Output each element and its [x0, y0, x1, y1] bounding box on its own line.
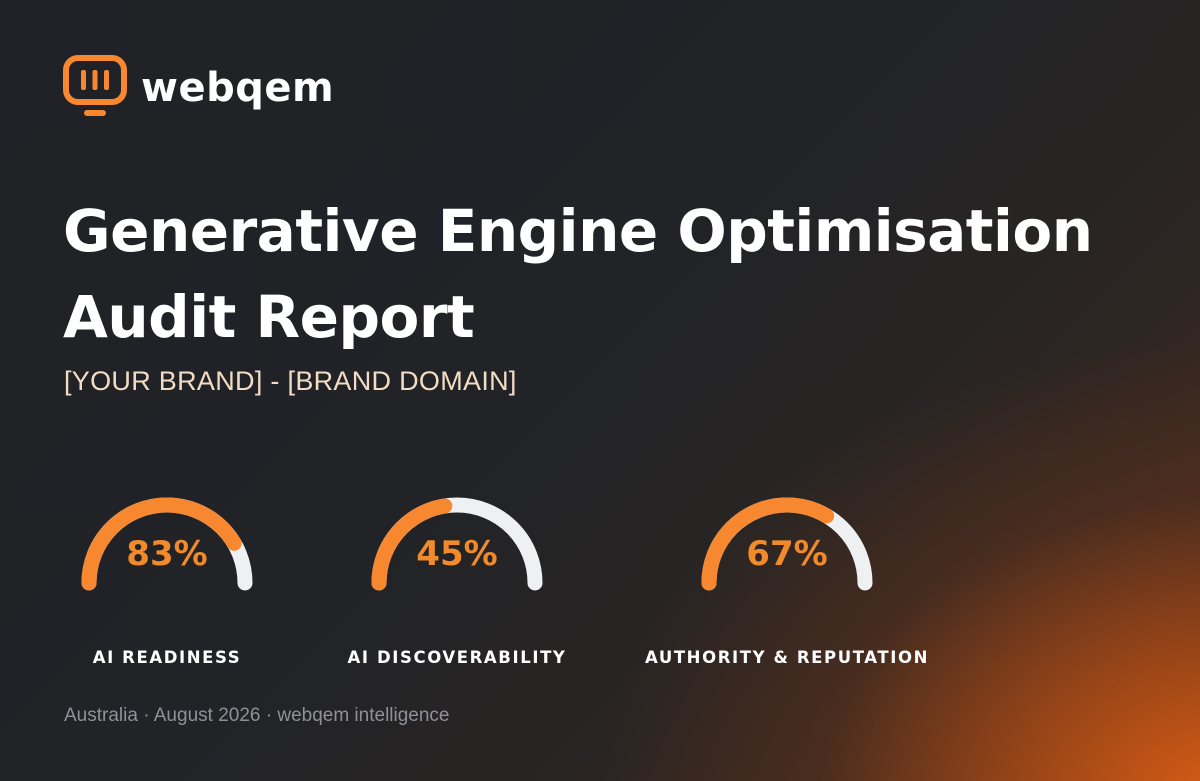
gauge-label: AI DISCOVERABILITY: [347, 648, 567, 667]
gauge-ai-readiness: 83% AI READINESS: [17, 490, 317, 690]
brand-subtitle: [YOUR BRAND] - [BRAND DOMAIN]: [64, 366, 517, 396]
gauge-fill: [701, 497, 835, 591]
page-title: Generative Engine Optimisation Audit Rep…: [63, 188, 1173, 360]
title-line-2: Audit Report: [63, 283, 475, 351]
gauge-label: AUTHORITY & REPUTATION: [644, 648, 930, 667]
footer-meta: Australia · August 2026 · webqem intelli…: [64, 705, 450, 726]
gauge-value: 67%: [746, 534, 828, 574]
gauge-arc: [701, 497, 873, 591]
gauge-ai-discoverability: 45% AI DISCOVERABILITY: [307, 490, 607, 690]
gauge-label: AI READINESS: [92, 648, 242, 667]
gauge-arc: [81, 497, 253, 591]
gauge-arc: [371, 497, 543, 591]
brand-logo: webqem: [63, 55, 334, 121]
gauge-authority-reputation: 67% AUTHORITY & REPUTATION: [637, 490, 937, 690]
gauge-value: 45%: [416, 534, 498, 574]
brand-name: webqem: [141, 65, 335, 111]
gauge-fill: [81, 497, 242, 591]
gauge-value: 83%: [126, 534, 208, 574]
title-line-1: Generative Engine Optimisation: [63, 197, 1093, 265]
gauge-fill: [371, 498, 453, 591]
monitor-logo-icon: [63, 55, 127, 116]
